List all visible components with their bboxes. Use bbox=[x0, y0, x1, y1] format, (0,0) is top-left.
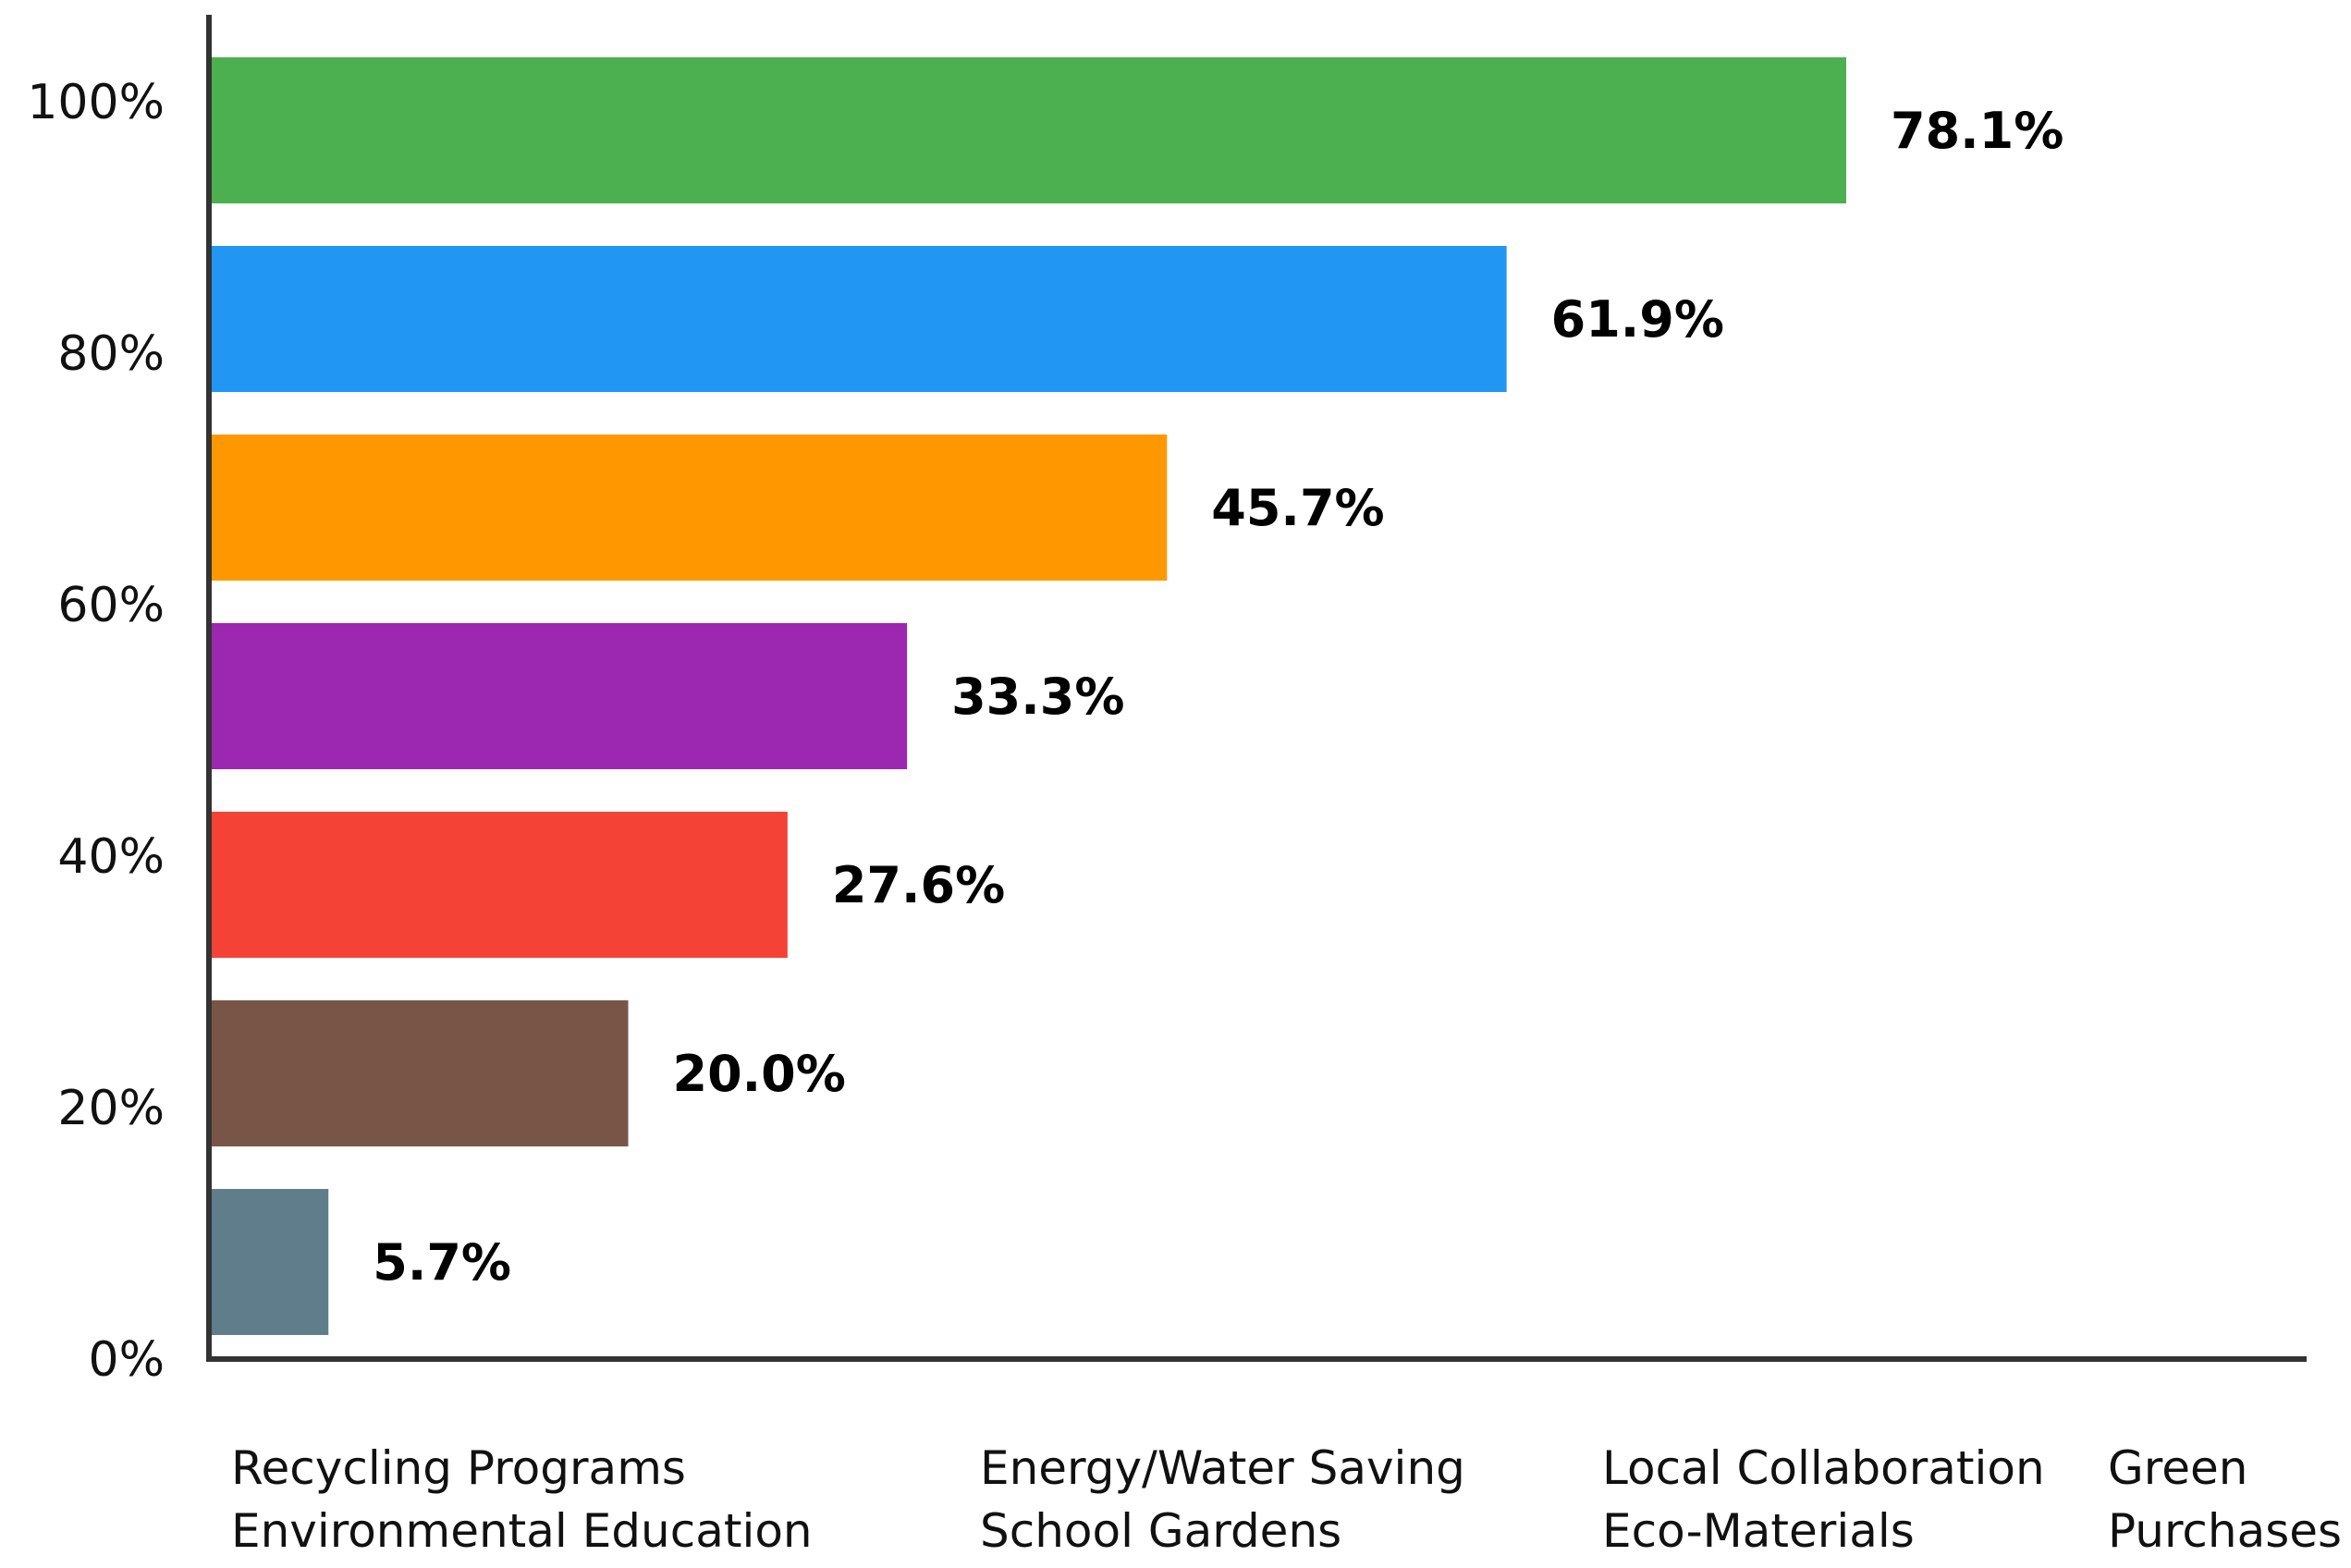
x-category-label-line: Green bbox=[2108, 1441, 2247, 1495]
x-category-label: Green Purchases bbox=[2108, 1441, 2342, 1558]
bar bbox=[209, 1189, 329, 1335]
x-category-label-line: Energy/Water Saving bbox=[980, 1441, 1465, 1495]
y-tick-label: 40% bbox=[57, 829, 165, 885]
y-tick-label: 100% bbox=[27, 75, 165, 130]
x-category-label: Recycling Programs Environmental Educatio… bbox=[231, 1441, 813, 1558]
bar bbox=[209, 435, 1168, 581]
x-category-label-line: Environmental Education bbox=[231, 1504, 813, 1558]
bar bbox=[209, 246, 1507, 392]
x-category-label-line: Eco-Materials bbox=[1602, 1504, 1915, 1558]
bar-value-label: 20.0% bbox=[673, 1045, 846, 1103]
bar-value-label: 33.3% bbox=[951, 668, 1124, 726]
x-category-label-line: Recycling Programs bbox=[231, 1441, 686, 1495]
bar bbox=[209, 812, 788, 958]
bar-value-label: 5.7% bbox=[373, 1233, 511, 1292]
x-category-label-line: Local Collaboration bbox=[1602, 1441, 2045, 1495]
y-tick-label: 60% bbox=[57, 578, 165, 633]
y-tick-label: 20% bbox=[57, 1081, 165, 1136]
x-category-label: Energy/Water Saving School Gardens bbox=[980, 1441, 1465, 1558]
bar bbox=[209, 1000, 629, 1146]
x-category-label-line: School Gardens bbox=[980, 1504, 1341, 1558]
bar-value-label: 45.7% bbox=[1211, 479, 1384, 537]
x-category-label-line: Purchases bbox=[2108, 1504, 2342, 1558]
x-category-label: Local Collaboration Eco-Materials bbox=[1602, 1441, 2045, 1558]
bar bbox=[209, 57, 1846, 203]
bar-value-label: 61.9% bbox=[1551, 290, 1724, 349]
y-tick-label: 0% bbox=[89, 1332, 165, 1388]
y-tick-label: 80% bbox=[57, 326, 165, 382]
bar-value-label: 27.6% bbox=[832, 856, 1005, 914]
bar bbox=[209, 623, 908, 769]
bar-value-label: 78.1% bbox=[1891, 102, 2063, 160]
